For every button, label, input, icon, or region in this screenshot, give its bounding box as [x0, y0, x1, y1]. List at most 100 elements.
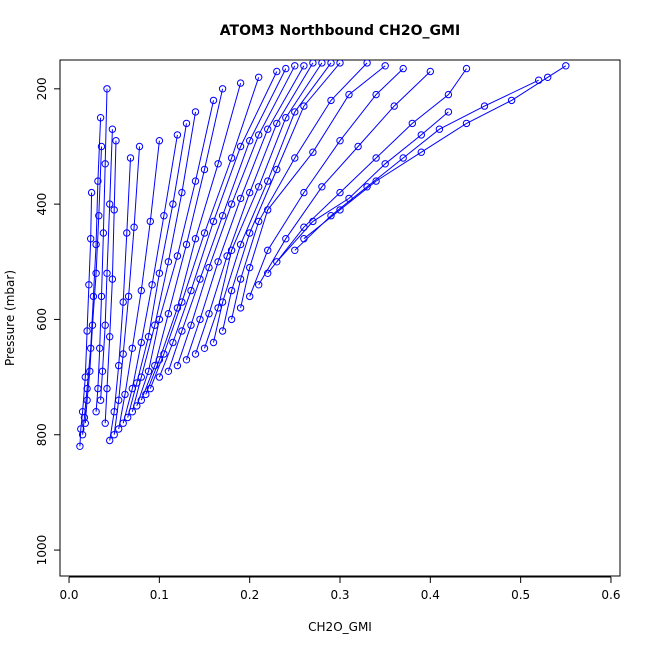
- data-point: [169, 200, 177, 208]
- data-point: [99, 229, 108, 237]
- data-point: [218, 212, 227, 220]
- data-point: [282, 114, 290, 122]
- data-point: [462, 64, 471, 73]
- data-point: [101, 419, 109, 427]
- profile-series: [182, 62, 308, 364]
- data-point: [173, 361, 182, 370]
- profile-line: [84, 146, 102, 424]
- x-tick-label: 0.2: [240, 588, 259, 602]
- profile-series: [264, 64, 471, 277]
- profile-line: [131, 111, 196, 412]
- data-point: [108, 125, 117, 133]
- data-point: [336, 137, 344, 145]
- data-point: [191, 177, 200, 185]
- data-point: [399, 64, 407, 73]
- profile-line: [158, 71, 278, 378]
- data-point: [87, 235, 95, 243]
- profile-series: [142, 79, 245, 399]
- data-point: [264, 206, 272, 214]
- data-point: [282, 235, 290, 243]
- data-point: [106, 436, 114, 445]
- data-point: [327, 60, 335, 67]
- data-point: [97, 142, 106, 151]
- data-point: [164, 367, 173, 375]
- profile-series: [300, 62, 570, 243]
- data-point: [137, 396, 146, 404]
- data-point: [97, 292, 106, 301]
- profile-line: [186, 65, 305, 360]
- data-point: [106, 200, 114, 208]
- data-point: [94, 177, 102, 185]
- profile-line: [113, 146, 140, 435]
- data-point: [92, 269, 100, 277]
- data-point: [218, 85, 227, 93]
- data-point: [119, 419, 127, 427]
- data-point: [133, 402, 141, 410]
- profile-series: [115, 137, 164, 433]
- data-point: [227, 246, 236, 255]
- data-point: [81, 419, 90, 427]
- profile-line: [136, 100, 214, 407]
- data-point: [164, 258, 173, 266]
- data-point: [562, 62, 570, 70]
- profile-line: [100, 129, 113, 401]
- profile-line: [176, 65, 296, 366]
- data-point: [106, 333, 114, 341]
- profile-line: [249, 68, 404, 297]
- data-point: [96, 114, 105, 122]
- x-tick-label: 0.0: [59, 588, 78, 602]
- profile-series: [106, 154, 135, 445]
- data-point: [309, 148, 317, 156]
- data-point: [205, 310, 213, 318]
- data-point: [327, 96, 335, 105]
- profile-series: [110, 142, 144, 439]
- data-point: [191, 235, 200, 243]
- data-point: [101, 321, 109, 329]
- data-point: [196, 315, 204, 324]
- data-point: [178, 327, 186, 335]
- data-point: [103, 85, 111, 93]
- data-point: [155, 269, 164, 277]
- data-point: [200, 229, 209, 237]
- data-point: [182, 119, 191, 128]
- y-tick-label: 400: [35, 193, 49, 216]
- data-point: [246, 263, 254, 272]
- data-point: [273, 258, 281, 266]
- series-layer: [76, 60, 570, 450]
- data-point: [112, 137, 120, 145]
- data-point: [372, 177, 380, 185]
- data-point: [155, 356, 164, 364]
- x-tick-label: 0.3: [330, 588, 349, 602]
- data-point: [236, 142, 245, 151]
- data-point: [110, 206, 118, 214]
- data-point: [255, 131, 263, 139]
- y-tick-label: 600: [35, 308, 49, 331]
- data-point: [318, 183, 326, 191]
- data-point: [80, 413, 89, 422]
- data-point: [300, 62, 308, 70]
- data-point: [236, 304, 245, 312]
- data-point: [128, 408, 137, 416]
- data-point: [227, 315, 236, 324]
- profile-series: [200, 60, 326, 352]
- x-axis-label: CH2O_GMI: [308, 620, 372, 634]
- y-tick-label: 200: [35, 77, 49, 100]
- profile-series: [137, 85, 227, 404]
- profile-series: [246, 64, 407, 301]
- data-point: [95, 212, 103, 220]
- data-point: [291, 246, 299, 255]
- x-tick-label: 0.6: [601, 588, 620, 602]
- profile-series: [119, 131, 182, 427]
- data-point: [363, 183, 371, 191]
- data-point: [160, 350, 168, 358]
- data-point: [264, 246, 272, 255]
- data-point: [119, 298, 127, 306]
- data-point: [155, 315, 164, 324]
- data-point: [246, 292, 254, 301]
- data-point: [121, 390, 129, 399]
- profile-line: [267, 68, 467, 274]
- data-point: [544, 73, 552, 82]
- data-point: [309, 217, 317, 226]
- data-point: [151, 361, 159, 370]
